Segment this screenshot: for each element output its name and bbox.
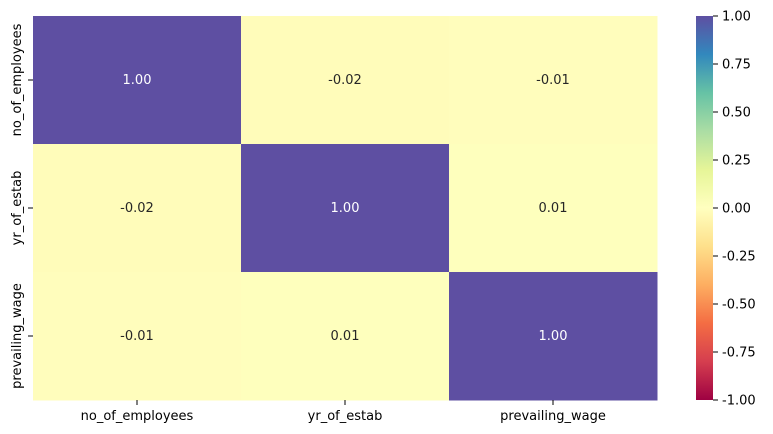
cell-value-label: -0.01 (536, 73, 570, 88)
cell-value-label: -0.02 (120, 201, 154, 216)
x-tick-label: yr_of_estab (308, 409, 383, 424)
colorbar-tick-label: 0.75 (722, 58, 751, 73)
colorbar-tick-label: 1.00 (722, 10, 751, 25)
cell-value-label: 0.01 (331, 329, 360, 344)
heatmap-cell (449, 144, 658, 273)
colorbar-tick-label: -0.50 (722, 298, 756, 313)
y-tick-label: no_of_employees (10, 23, 25, 136)
heatmap-cell (449, 16, 658, 145)
y-tick-label: prevailing_wage (10, 283, 25, 389)
colorbar-tick-label: -1.00 (722, 394, 756, 409)
y-axis: no_of_employees yr_of_estab prevailing_wag… (10, 23, 33, 389)
colorbar-gradient (696, 16, 713, 400)
colorbar-tick-label: 0.25 (722, 154, 751, 169)
heatmap-cells: 1.00 -0.02 -0.01 -0.02 1.00 0.01 -0.01 0.01 1.00 (33, 16, 658, 401)
x-tick-label: prevailing_wage (500, 409, 606, 424)
cell-value-label: 1.00 (123, 73, 152, 88)
x-tick-label: no_of_employees (81, 409, 194, 424)
colorbar-tick-label: 0.00 (722, 202, 751, 217)
colorbar: 1.00 0.75 0.50 0.25 0.00 -0.25 -0.50 -0.75 -1.00 (696, 10, 756, 409)
colorbar-tick-label: -0.25 (722, 250, 756, 265)
heatmap-cell (241, 16, 450, 145)
cell-value-label: -0.01 (120, 329, 154, 344)
heatmap-cell (241, 272, 450, 401)
cell-value-label: 1.00 (331, 201, 360, 216)
heatmap-cell (33, 16, 242, 145)
x-axis: no_of_employees yr_of_estab prevailing_wag… (81, 400, 606, 424)
cell-value-label: 0.01 (539, 201, 568, 216)
colorbar-tick-label: -0.75 (722, 346, 756, 361)
cell-value-label: -0.02 (328, 73, 362, 88)
cell-value-label: 1.00 (539, 329, 568, 344)
heatmap-cell (449, 272, 658, 401)
heatmap-cell (33, 272, 242, 401)
colorbar-tick-label: 0.50 (722, 106, 751, 121)
heatmap-cell (241, 144, 450, 273)
heatmap-cell (33, 144, 242, 273)
y-tick-label: yr_of_estab (10, 171, 25, 246)
